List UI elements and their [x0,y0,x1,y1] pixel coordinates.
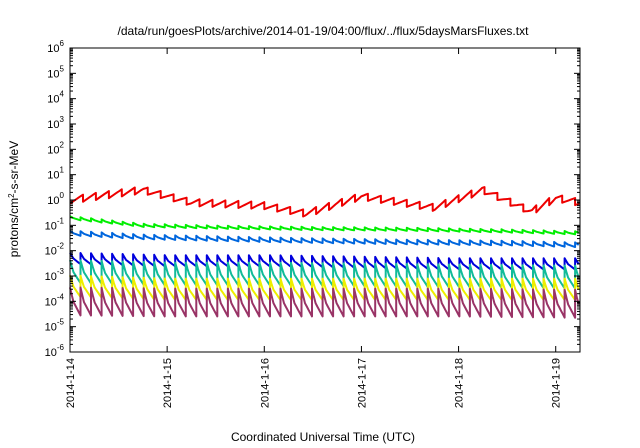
y-tick-label: 102 [47,140,64,156]
x-tick-label: 2014-1-14 [65,358,77,408]
x-tick-label: 2014-1-15 [162,358,174,408]
flux-series-line [69,286,580,319]
y-tick-exponent: 5 [60,64,65,73]
y-tick-base: 10 [45,246,57,258]
y-tick-exponent: -5 [57,318,65,327]
y-tick-label: 10-1 [45,216,65,232]
y-tick-label: 104 [47,90,64,106]
y-tick-base: 10 [45,347,57,359]
y-tick-exponent: 0 [60,191,65,200]
y-tick-exponent: 4 [60,90,65,99]
y-tick-exponent: 3 [60,115,65,124]
flux-series-line [69,259,580,290]
y-tick-base: 10 [45,220,57,232]
x-tick-label: 2014-1-19 [551,358,563,408]
x-axis-label: Coordinated Universal Time (UTC) [231,430,415,444]
y-tick-exponent: -4 [57,292,65,301]
y-tick-base: 10 [47,94,59,106]
y-tick-label: 10-3 [45,267,65,283]
flux-series-line [69,229,580,248]
y-tick-exponent: -1 [57,216,65,225]
y-tick-exponent: -2 [57,242,65,251]
y-tick-label: 10-2 [45,242,65,258]
y-tick-base: 10 [47,119,59,131]
y-tick-base: 10 [45,322,57,334]
y-tick-exponent: -3 [57,267,65,276]
y-tick-base: 10 [47,170,59,182]
y-axis: 10-610-510-410-310-210-11001011021031041… [45,39,580,359]
y-axis-label-suffix: -s-sr-MeV [7,141,21,194]
y-tick-label: 101 [47,166,64,182]
x-tick-label: 2014-1-17 [356,358,368,408]
y-tick-exponent: -6 [57,343,65,352]
y-tick-exponent: 6 [60,39,65,48]
y-tick-label: 10-4 [45,292,65,308]
y-axis-label: protons/cm2-s-sr-MeV [7,141,22,257]
x-tick-label: 2014-1-18 [454,358,466,408]
y-tick-label: 10-6 [45,343,65,359]
flux-series-line [69,215,580,236]
y-tick-exponent: 1 [60,166,65,175]
y-tick-exponent: 2 [60,140,65,149]
flux-series-line [69,252,580,271]
series-layer [69,186,580,319]
y-tick-base: 10 [47,43,59,55]
y-tick-base: 10 [45,296,57,308]
y-tick-label: 105 [47,64,64,80]
flux-series-line [69,186,580,218]
y-tick-label: 100 [47,191,64,207]
chart-title: /data/run/goesPlots/archive/2014-01-19/0… [118,24,530,38]
x-tick-label: 2014-1-16 [259,358,271,408]
y-tick-base: 10 [47,144,59,156]
y-tick-label: 10-5 [45,318,65,334]
y-tick-label: 103 [47,115,64,131]
y-tick-label: 106 [47,39,64,55]
y-tick-base: 10 [45,271,57,283]
y-axis-label-sup: 2 [7,193,16,198]
y-tick-base: 10 [47,68,59,80]
y-axis-label-prefix: protons/cm [7,198,21,257]
flux-series-line [69,274,580,301]
x-axis: 2014-1-14 2014-1-15 2014-1-16 2014-1-17 2014… [65,48,563,408]
y-tick-base: 10 [47,195,59,207]
